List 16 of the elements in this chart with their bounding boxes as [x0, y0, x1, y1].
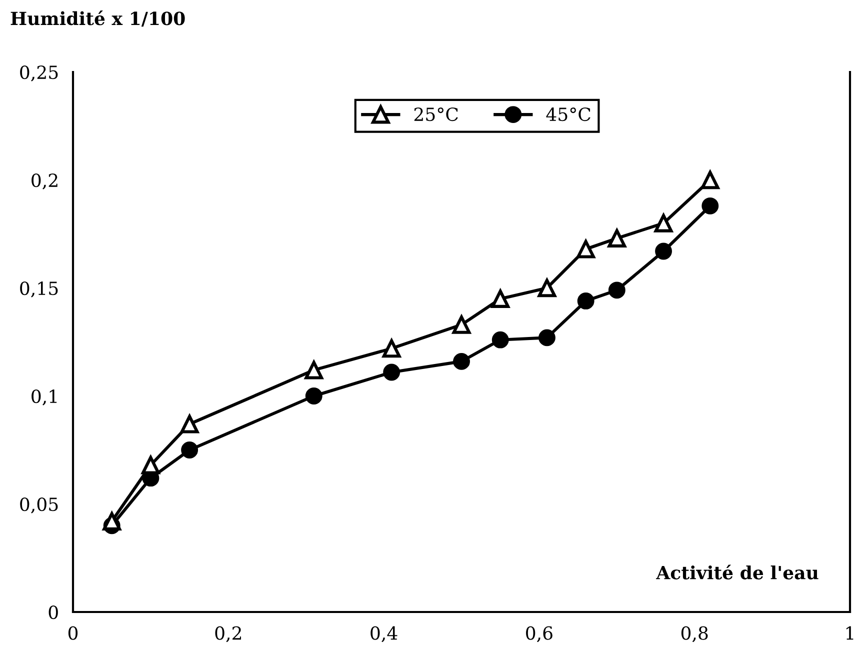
- y-axis-title: Humidité x 1/100: [10, 10, 185, 27]
- x-tick-label: 0,4: [370, 626, 398, 642]
- x-tick-label: 0: [68, 626, 78, 640]
- y-tick-label: 0: [48, 605, 58, 620]
- y-tick-label: 0,25: [20, 65, 58, 82]
- legend-label: 25°C: [414, 107, 458, 122]
- y-tick-label: 0,15: [20, 281, 58, 298]
- y-tick-label: 0,2: [32, 173, 58, 190]
- y-tick-label: 0,05: [20, 497, 58, 514]
- x-tick-label: 0,6: [526, 626, 552, 642]
- x-axis-title: Activité de l'eau: [656, 564, 818, 580]
- y-tick-label: 0,1: [32, 389, 57, 406]
- legend-label: 45°C: [546, 107, 590, 122]
- x-tick-label: 1: [846, 626, 854, 640]
- x-tick-label: 0,2: [215, 626, 241, 642]
- x-tick-label: 0,8: [681, 626, 708, 642]
